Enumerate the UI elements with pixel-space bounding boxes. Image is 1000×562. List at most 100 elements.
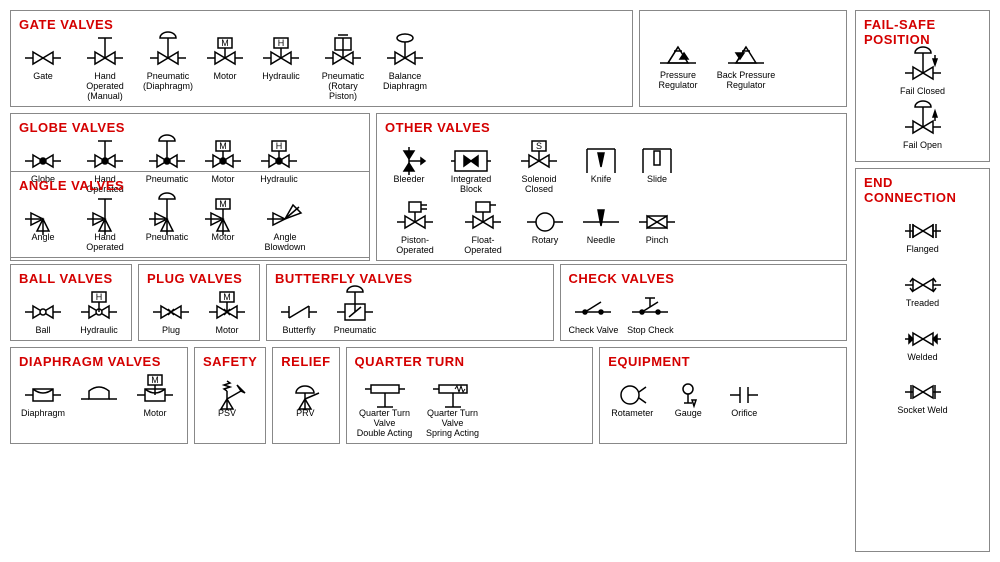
symbol-item: Needle [577,198,625,256]
svg-text:S: S [536,141,542,151]
items-plug: Plug MMotor [147,288,251,336]
symbol-item: Integrated Block [441,137,501,195]
orifice-icon [720,371,768,409]
symbol-label: Stop Check [627,326,674,336]
pinch-icon [633,198,681,236]
bowtie-icon: M [199,137,247,175]
needle-icon [577,198,625,236]
title-angle: ANGLE VALVES [19,178,361,193]
symbol-item: Pressure Regulator [648,33,708,91]
panel-angle: ANGLE VALVES AngleHand OperatedPneumatic… [10,171,370,258]
title-endconn: END CONNECTION [864,175,981,205]
symbol-item: Fail Open [864,103,981,151]
svg-text:M: M [221,38,229,48]
panel-failsafe: FAIL-SAFE POSITION Fail Closed Fail Open [855,10,990,162]
symbol-label: PSV [218,409,236,419]
symbol-label: Treaded [906,299,939,309]
symbol-item: MMotor [199,195,247,253]
symbol-item [75,371,123,419]
symbol-item: Flanged [864,207,981,255]
symbol-label: Pneumatic(Rotary Piston) [313,72,373,102]
symbol-label: Diaphragm [21,409,65,419]
title-globe: GLOBE VALVES [19,120,361,135]
bowtie-icon [319,34,367,72]
items-gate-extra: Pressure RegulatorBack Pressure Regulato… [648,33,838,91]
angle-icon [19,195,67,233]
symbol-label: Motor [214,72,237,82]
symbol-item: M Motor [201,34,249,102]
items-check: Check Valve Stop Check [569,288,839,336]
symbol-label: Angle Blowdown [255,233,315,253]
svg-text:H: H [278,38,285,48]
symbol-item: Orifice [720,371,768,419]
rotary-icon [521,198,569,236]
panel-equipment: EQUIPMENT RotameterGaugeOrifice [599,347,847,444]
symbol-label: Pneumatic(Diaphragm) [143,72,193,92]
symbol-item: Diaphragm [19,371,67,419]
items-gate: Gate Hand Operated(Manual) Pneumatic(Diaph… [19,34,624,102]
svg-text:M: M [151,375,159,385]
bowtie-icon: M [203,288,251,326]
symbol-item: Pinch [633,198,681,256]
symbol-item: PRV [281,371,329,419]
symbol-label: Welded [907,353,937,363]
bowtie-icon [19,288,67,326]
symbol-label: Fail Closed [900,87,945,97]
symbol-item: Piston-Operated [385,198,445,256]
symbol-label: Pneumatic [334,326,377,336]
symbol-label: Plug [162,326,180,336]
symbol-label: Motor [211,233,234,243]
symbol-item: Back Pressure Regulator [716,33,776,91]
symbol-item: MMotor [203,288,251,336]
bowtie-icon [899,103,947,141]
panel-endconn: END CONNECTION Flanged Treaded Welded Socke… [855,168,990,552]
angle-icon [81,195,129,233]
svg-text:H: H [276,141,283,151]
symbol-item: Quarter Turn ValveDouble Acting [355,371,415,439]
symbol-label: Integrated Block [441,175,501,195]
symbol-item: Treaded [864,261,981,309]
angle-icon [143,195,191,233]
symbol-label: Hand Operated(Manual) [75,72,135,102]
bowtie-icon [147,288,195,326]
items-butterfly: ButterflyPneumatic [275,288,545,336]
title-relief: RELIEF [281,354,330,369]
symbol-label: Socket Weld [897,406,947,416]
bowtie-icon [144,34,192,72]
bowtie-icon [81,34,129,72]
svg-text:H: H [96,292,103,302]
symbol-item: Fail Closed [864,49,981,97]
symbol-label: Gate [33,72,53,82]
symbol-item: Plug [147,288,195,336]
qturn_double-icon [361,371,409,409]
svg-text:M: M [223,292,231,302]
symbol-label: Hydraulic [262,72,300,82]
symbol-item: Ball [19,288,67,336]
integrated-icon [447,137,495,175]
bowtie-icon: S [515,137,563,175]
symbol-label: Rotameter [611,409,653,419]
bowtie-icon [459,198,507,236]
items-other-2: Piston-OperatedFloat-OperatedRotaryNeedl… [385,198,838,256]
symbol-item: SSolenoid Closed [509,137,569,195]
symbol-label: Hydraulic [80,326,118,336]
bowtie-icon [899,315,947,353]
angle-icon: M [199,195,247,233]
title-plug: PLUG VALVES [147,271,251,286]
items-ball: Ball H Hydraulic [19,288,123,336]
svg-text:M: M [219,141,227,151]
symbol-label: Check Valve [569,326,619,336]
items-other-1: BleederIntegrated BlockSSolenoid ClosedK… [385,137,838,195]
title-gate: GATE VALVES [19,17,624,32]
panel-gate: GATE VALVES Gate Hand Operated(Manual) Pne… [10,10,633,107]
symbol-item: Pneumatic(Rotary Piston) [313,34,373,102]
symbol-item: H Hydraulic [257,34,305,102]
title-failsafe: FAIL-SAFE POSITION [864,17,981,47]
diaphragm-icon: M [131,371,179,409]
symbol-item: Rotary [521,198,569,256]
symbol-label: Angle [31,233,54,243]
stopcheck-icon [626,288,674,326]
symbol-item: Hand Operated [75,195,135,253]
symbol-label: Quarter Turn ValveDouble Acting [355,409,415,439]
diaphragm_hump-icon [75,371,123,409]
